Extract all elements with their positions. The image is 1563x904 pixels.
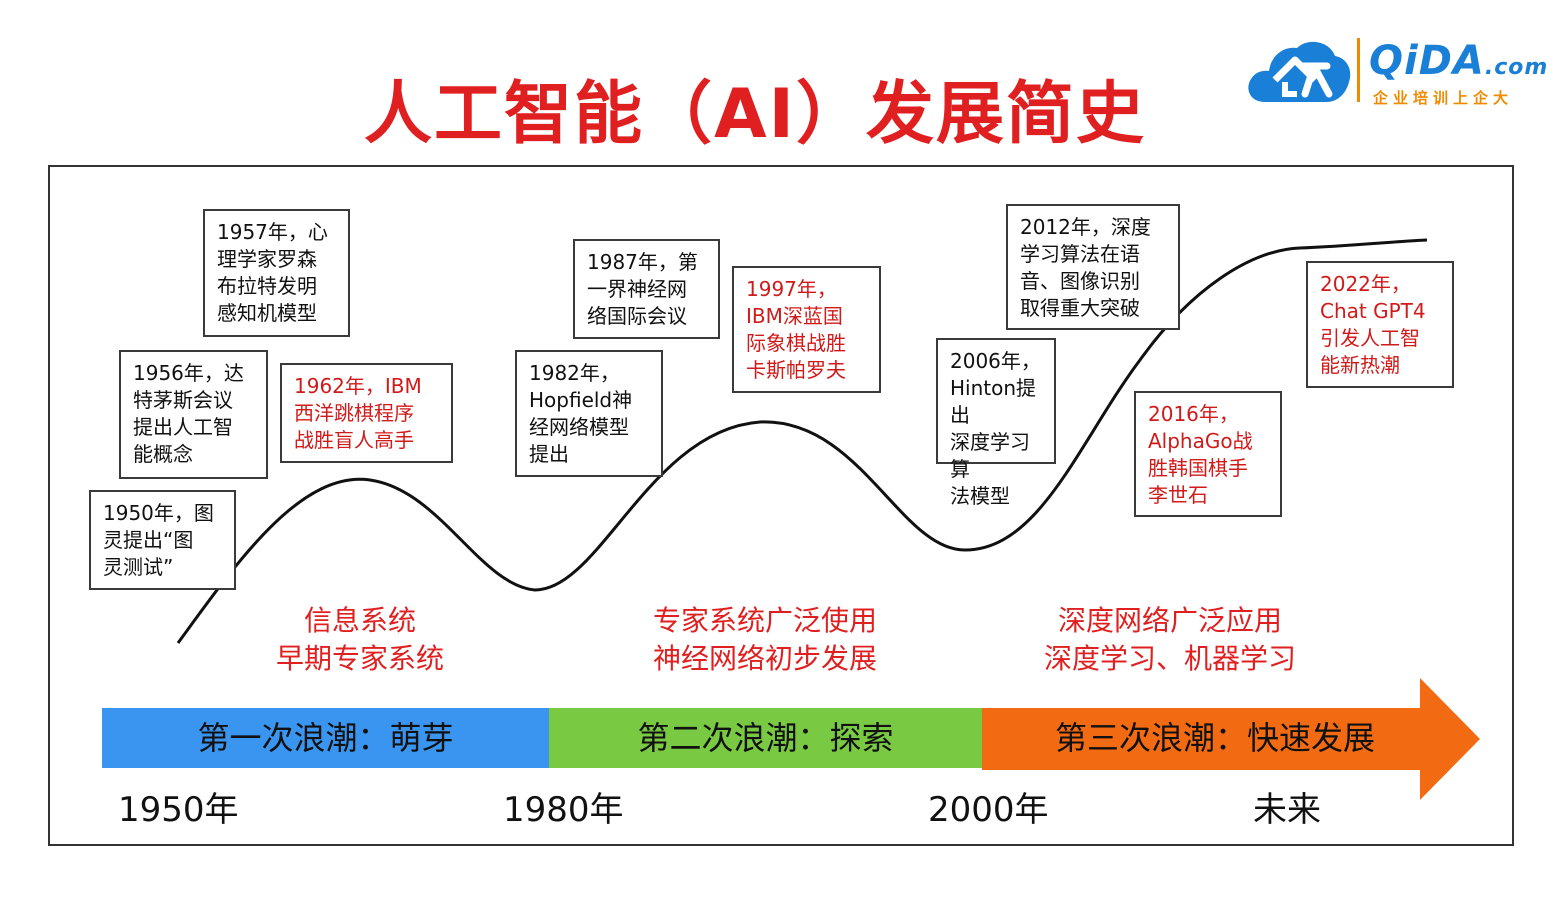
year-future: 未来 <box>1253 790 1321 830</box>
event-1997-deep-blue: 1997年， IBM深蓝国 际象棋战胜 卡斯帕罗夫 <box>732 266 881 393</box>
event-1987-neural-conference: 1987年，第 一界神经网 络国际会议 <box>573 239 720 339</box>
event-1982-hopfield: 1982年， Hopfield神 经网络模型 提出 <box>515 350 663 477</box>
year-1980: 1980年 <box>503 790 624 830</box>
diagram-frame <box>48 165 1514 846</box>
event-1956-dartmouth: 1956年，达 特茅斯会议 提出人工智 能概念 <box>119 350 268 479</box>
phase-1-line-1: 信息系统 <box>303 604 416 637</box>
event-1962-ibm-checkers: 1962年，IBM 西洋跳棋程序 战胜盲人高手 <box>280 363 453 463</box>
wave-2-label: 第二次浪潮：探索 <box>637 719 894 757</box>
event-2016-alphago: 2016年， AlphaGo战 胜韩国棋手 李世石 <box>1134 391 1282 517</box>
wave-band-1 <box>102 708 549 768</box>
event-2006-hinton: 2006年， Hinton提出 深度学习算 法模型 <box>936 338 1056 508</box>
trend-line <box>176 238 1428 644</box>
wave-band-2 <box>549 708 982 768</box>
logo-divider <box>1357 38 1360 102</box>
phase-3-line-1: 深度网络广泛应用 <box>1057 604 1282 637</box>
event-2012-deep-learning: 2012年，深度 学习算法在语 音、图像识别 取得重大突破 <box>1006 204 1180 330</box>
logo-brand-name: QiDA <box>1369 38 1485 84</box>
year-1950: 1950年 <box>118 790 239 830</box>
cloud-logo-icon <box>1248 41 1351 102</box>
event-1950-turing-test: 1950年，图 灵提出“图 灵测试” <box>89 490 236 590</box>
page-title: 人工智能（AI）发展简史 <box>364 75 1146 154</box>
logo-brand: QiDA.com <box>1369 38 1548 84</box>
event-2022-chatgpt: 2022年， Chat GPT4 引发人工智 能新热潮 <box>1306 261 1454 388</box>
phase-description-3: 深度网络广泛应用 深度学习、机器学习 <box>1015 602 1325 678</box>
year-2000: 2000年 <box>928 790 1049 830</box>
wave-3-label: 第三次浪潮：快速发展 <box>1054 719 1375 757</box>
phase-description-2: 专家系统广泛使用 神经网络初步发展 <box>620 602 910 678</box>
phase-3-line-2: 深度学习、机器学习 <box>1043 642 1296 675</box>
phase-description-1: 信息系统 早期专家系统 <box>240 602 480 678</box>
logo-brand-suffix: .com <box>1484 55 1549 80</box>
phase-1-line-2: 早期专家系统 <box>275 642 444 675</box>
phase-2-line-1: 专家系统广泛使用 <box>652 604 877 637</box>
phase-2-line-2: 神经网络初步发展 <box>652 642 877 675</box>
event-1957-perceptron: 1957年，心 理学家罗森 布拉特发明 感知机模型 <box>203 209 350 337</box>
logo-slogan: 企业培训上企大 <box>1373 89 1514 107</box>
wave-band-3-arrow <box>982 678 1480 800</box>
qida-logo[interactable]: QiDA.com 企业培训上企大 <box>1245 32 1548 112</box>
wave-1-label: 第一次浪潮：萌芽 <box>197 719 454 757</box>
